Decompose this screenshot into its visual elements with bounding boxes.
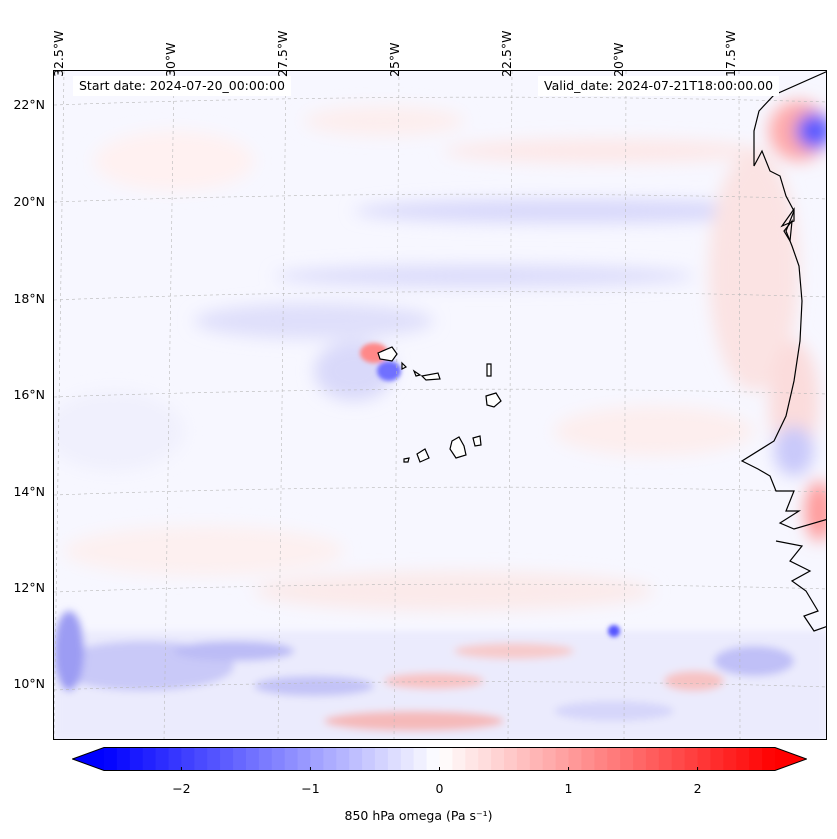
colorbar-segment <box>607 747 621 771</box>
colorbar-segment <box>568 747 583 771</box>
southern-band <box>54 611 826 739</box>
colorbar-segment <box>181 747 195 771</box>
colorbar-segment <box>594 747 608 771</box>
colorbar-segment <box>310 747 324 771</box>
field-anomalies <box>54 101 826 611</box>
colorbar-segment <box>684 747 699 771</box>
colorbar-outline <box>72 747 807 771</box>
colorbar-segment <box>362 747 376 771</box>
colorbar-segment <box>245 747 260 771</box>
lon-label-20w: 20°W <box>611 42 626 77</box>
lat-label-22n: 22°N <box>13 97 45 112</box>
graticule <box>54 71 826 739</box>
colorbar-segment <box>465 747 479 771</box>
colorbar-segment <box>504 747 518 771</box>
colorbar-segment <box>529 747 544 771</box>
colorbar-segment <box>207 747 221 771</box>
lon-label-22-5w: 22.5°W <box>499 30 514 77</box>
coast-inlets <box>775 540 826 632</box>
colorbar-segment <box>323 747 337 771</box>
colorbar-segment <box>155 747 170 771</box>
colorbar-segment <box>426 747 441 771</box>
colorbar-segment <box>271 747 286 771</box>
colorbar-segment <box>491 747 505 771</box>
colorbar-segment <box>581 747 595 771</box>
colorbar-segment <box>258 747 273 771</box>
colorbar-segment <box>762 747 776 771</box>
colorbar-segment <box>413 747 428 771</box>
colorbar-segment <box>723 747 737 771</box>
colorbar-segment <box>284 747 299 771</box>
lon-label-30w: 30°W <box>163 42 178 77</box>
colorbar-segment <box>697 747 712 771</box>
colorbar-segment <box>387 747 402 771</box>
colorbar-segment <box>439 747 454 771</box>
colorbar-ticks <box>180 767 699 771</box>
colorbar-segment <box>478 747 492 771</box>
colorbar-segments <box>72 747 807 771</box>
colorbar-segment <box>516 747 531 771</box>
africa-coast <box>740 71 826 530</box>
colorbar-segment <box>297 747 312 771</box>
lat-label-20n: 20°N <box>13 194 45 209</box>
colorbar-extend-max <box>775 747 807 771</box>
colorbar-tick-label: −2 <box>172 781 191 796</box>
omega-field-map <box>54 71 826 739</box>
map-panel <box>53 70 827 740</box>
coastline <box>740 71 826 632</box>
colorbar-segment <box>168 747 183 771</box>
colorbar-segment <box>233 747 247 771</box>
colorbar-segment <box>349 747 363 771</box>
colorbar-segment <box>116 747 131 771</box>
lat-label-18n: 18°N <box>13 291 45 306</box>
colorbar-segment <box>645 747 660 771</box>
colorbar-segment <box>555 747 570 771</box>
colorbar-segment <box>142 747 157 771</box>
lat-label-16n: 16°N <box>13 387 45 402</box>
colorbar-segment <box>736 747 750 771</box>
colorbar <box>72 747 807 771</box>
colorbar-tick-label: 2 <box>693 781 702 796</box>
colorbar-label: 850 hPa omega (Pa s⁻¹) <box>344 808 493 823</box>
lon-label-27-5w: 27.5°W <box>275 30 290 77</box>
lat-label-14n: 14°N <box>13 484 45 499</box>
lat-label-10n: 10°N <box>13 676 45 691</box>
colorbar-segment <box>129 747 144 771</box>
colorbar-segment <box>220 747 234 771</box>
colorbar-segment <box>400 747 415 771</box>
colorbar-segment <box>710 747 724 771</box>
colorbar-segment <box>336 747 350 771</box>
colorbar-segment <box>633 747 647 771</box>
colorbar-segment <box>374 747 389 771</box>
valid-date-label: Valid_date: 2024-07-21T18:00:00.00 <box>538 76 780 96</box>
colorbar-segment <box>671 747 686 771</box>
colorbar-segment <box>749 747 763 771</box>
colorbar-segment <box>620 747 634 771</box>
colorbar-tick-label: 1 <box>564 781 573 796</box>
colorbar-tick-label: 0 <box>435 781 444 796</box>
colorbar-extend-min <box>72 747 104 771</box>
start-date-label: Start date: 2024-07-20_00:00:00 <box>73 76 291 96</box>
colorbar-segment <box>452 747 466 771</box>
colorbar-segment <box>542 747 557 771</box>
lon-label-17-5w: 17.5°W <box>723 30 738 77</box>
cape-verde-islands <box>377 346 502 463</box>
lat-label-12n: 12°N <box>13 580 45 595</box>
lon-label-25w: 25°W <box>387 42 402 77</box>
colorbar-segment <box>658 747 673 771</box>
lon-label-32-5w: 32.5°W <box>51 30 66 77</box>
colorbar-segment <box>104 747 118 771</box>
colorbar-tick-label: −1 <box>301 781 320 796</box>
colorbar-segment <box>194 747 208 771</box>
